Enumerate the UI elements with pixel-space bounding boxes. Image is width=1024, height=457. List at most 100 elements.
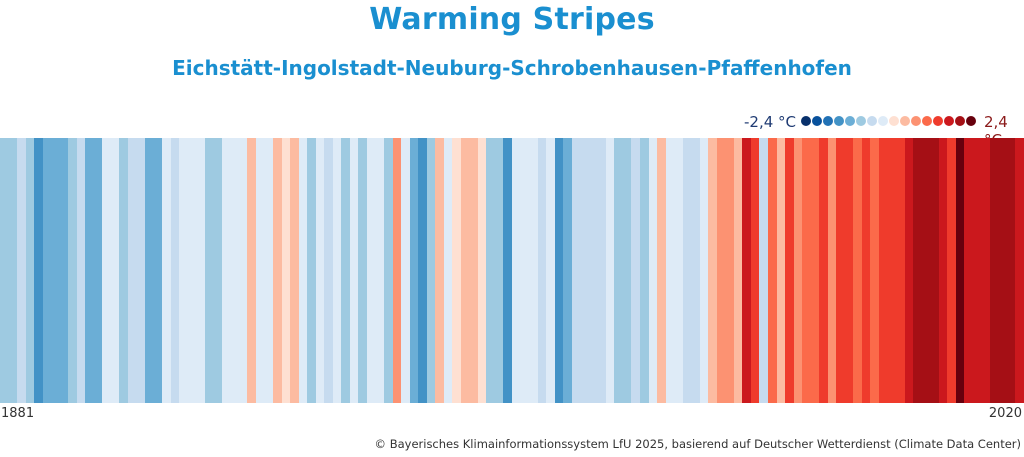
year-stripe [546, 138, 556, 403]
year-stripe [768, 138, 778, 403]
legend-dot [856, 116, 866, 126]
year-stripe [25, 138, 35, 403]
legend-dot [867, 116, 877, 126]
year-stripe [8, 138, 18, 403]
year-stripe [853, 138, 863, 403]
year-stripe [665, 138, 675, 403]
warming-stripes-chart [0, 138, 1024, 403]
year-stripe [418, 138, 428, 403]
year-stripe [708, 138, 718, 403]
year-stripe [409, 138, 419, 403]
year-stripe [947, 138, 957, 403]
year-stripe [785, 138, 795, 403]
year-stripe [469, 138, 479, 403]
year-stripe [102, 138, 112, 403]
legend-dot [955, 116, 965, 126]
year-stripe [324, 138, 334, 403]
year-stripe [836, 138, 846, 403]
legend-dot [812, 116, 822, 126]
year-stripe [76, 138, 86, 403]
start-year-label: 1881 [1, 406, 35, 421]
year-stripe [17, 138, 27, 403]
year-stripe [204, 138, 214, 403]
year-stripe [110, 138, 121, 403]
year-stripe [238, 138, 249, 403]
year-stripe [896, 138, 906, 403]
legend-dot [944, 116, 954, 126]
year-stripe [512, 138, 522, 403]
year-stripe [366, 138, 377, 403]
year-stripe [153, 138, 163, 403]
year-stripe [674, 138, 684, 403]
year-stripe [298, 138, 308, 403]
legend-dot [878, 116, 888, 126]
year-stripe [460, 138, 470, 403]
legend-dot [801, 116, 811, 126]
year-stripe [1006, 138, 1017, 403]
legend-dot [922, 116, 932, 126]
year-stripe [51, 138, 61, 403]
year-stripe [861, 138, 871, 403]
year-stripe [682, 138, 692, 403]
year-stripe [401, 138, 411, 403]
year-stripe [776, 138, 786, 403]
year-stripe [904, 138, 914, 403]
year-stripe [68, 138, 78, 403]
year-stripe [938, 138, 948, 403]
year-stripe [375, 138, 385, 403]
year-stripe [1015, 138, 1024, 403]
year-stripe [426, 138, 436, 403]
year-stripe [59, 138, 69, 403]
year-stripe [42, 138, 52, 403]
year-stripe [256, 138, 266, 403]
year-stripe [486, 138, 496, 403]
year-stripe [93, 138, 103, 403]
year-stripe [119, 138, 129, 403]
year-stripe [520, 138, 530, 403]
color-legend: -2,4 °C 2,4 °C [0, 112, 1024, 149]
legend-dot [889, 116, 899, 126]
year-stripe [989, 138, 999, 403]
year-stripe [759, 138, 769, 403]
year-stripe [913, 138, 923, 403]
year-stripe [221, 138, 231, 403]
year-stripe [563, 138, 573, 403]
year-stripe [819, 138, 829, 403]
chart-title: Warming Stripes [369, 2, 655, 37]
year-stripe [187, 138, 197, 403]
year-stripe [614, 138, 624, 403]
year-stripe [196, 138, 206, 403]
legend-dot [911, 116, 921, 126]
legend-min-label: -2,4 °C [743, 113, 796, 131]
year-stripe [725, 138, 735, 403]
year-stripe [699, 138, 709, 403]
year-stripe [264, 138, 274, 403]
year-stripe [332, 138, 342, 403]
year-stripe [691, 138, 701, 403]
year-stripe [972, 138, 982, 403]
year-stripe [750, 138, 761, 403]
legend-dot [900, 116, 910, 126]
year-stripe [136, 138, 146, 403]
year-stripe [85, 138, 95, 403]
year-stripe [657, 138, 667, 403]
year-stripe [631, 138, 641, 403]
year-stripe [802, 138, 812, 403]
year-stripe [588, 138, 598, 403]
year-stripe [622, 138, 633, 403]
year-stripe [870, 138, 880, 403]
year-stripe [981, 138, 991, 403]
year-stripe [281, 138, 291, 403]
year-stripe [827, 138, 837, 403]
year-stripe [648, 138, 658, 403]
year-stripe [640, 138, 650, 403]
year-stripe [273, 138, 283, 403]
year-stripe [844, 138, 854, 403]
year-stripe [503, 138, 513, 403]
year-stripe [170, 138, 180, 403]
year-stripe [34, 138, 44, 403]
year-stripe [537, 138, 547, 403]
year-stripe [179, 138, 189, 403]
year-stripe [793, 138, 803, 403]
year-stripe [341, 138, 351, 403]
